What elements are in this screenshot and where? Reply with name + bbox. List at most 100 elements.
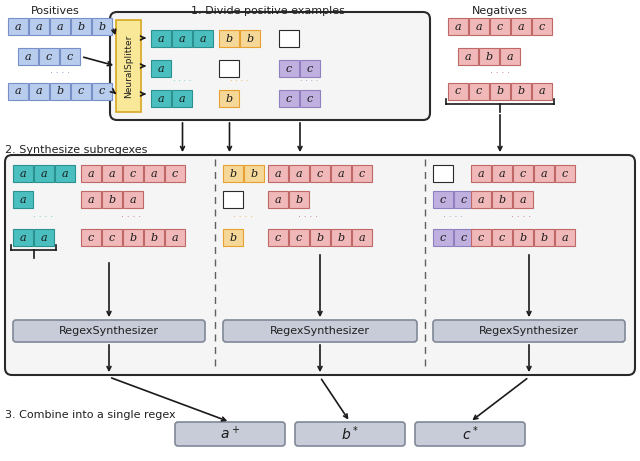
FancyBboxPatch shape [352, 229, 372, 246]
Text: b: b [485, 52, 493, 61]
FancyBboxPatch shape [289, 165, 309, 182]
Text: a: a [88, 195, 94, 205]
Text: a: a [57, 22, 63, 31]
Text: c: c [497, 22, 503, 31]
FancyBboxPatch shape [555, 165, 575, 182]
FancyBboxPatch shape [279, 60, 299, 77]
FancyBboxPatch shape [110, 12, 430, 120]
Text: c: c [461, 232, 467, 242]
FancyBboxPatch shape [8, 18, 28, 35]
FancyBboxPatch shape [310, 229, 330, 246]
Text: b: b [229, 232, 237, 242]
FancyBboxPatch shape [50, 83, 70, 100]
Text: b: b [246, 34, 253, 43]
Text: $c^*$: $c^*$ [461, 425, 478, 443]
Text: a: a [150, 169, 157, 178]
Text: a: a [15, 22, 21, 31]
FancyBboxPatch shape [13, 165, 33, 182]
FancyBboxPatch shape [13, 191, 33, 208]
FancyBboxPatch shape [71, 83, 91, 100]
FancyBboxPatch shape [310, 165, 330, 182]
FancyBboxPatch shape [34, 229, 54, 246]
FancyBboxPatch shape [492, 229, 512, 246]
FancyBboxPatch shape [511, 18, 531, 35]
FancyBboxPatch shape [223, 165, 243, 182]
FancyBboxPatch shape [151, 60, 171, 77]
Text: a: a [518, 22, 524, 31]
Text: a: a [358, 232, 365, 242]
Text: a: a [562, 232, 568, 242]
FancyBboxPatch shape [433, 320, 625, 342]
Text: c: c [67, 52, 73, 61]
FancyBboxPatch shape [279, 30, 299, 47]
FancyBboxPatch shape [18, 48, 38, 65]
Text: a: a [36, 22, 42, 31]
FancyBboxPatch shape [223, 229, 243, 246]
FancyBboxPatch shape [92, 18, 112, 35]
Text: a: a [507, 52, 513, 61]
FancyBboxPatch shape [511, 83, 531, 100]
Text: a: a [179, 94, 186, 104]
Text: c: c [78, 87, 84, 96]
Text: a: a [157, 34, 164, 43]
Text: c: c [88, 232, 94, 242]
FancyBboxPatch shape [513, 165, 533, 182]
Text: · · · ·: · · · · [298, 213, 318, 221]
Text: a: a [454, 22, 461, 31]
Text: b: b [520, 232, 527, 242]
Text: c: c [286, 64, 292, 73]
Text: a: a [15, 87, 21, 96]
FancyBboxPatch shape [13, 229, 33, 246]
Text: c: c [109, 232, 115, 242]
FancyBboxPatch shape [50, 18, 70, 35]
Text: a: a [539, 87, 545, 96]
Text: 1. Divide positive examples: 1. Divide positive examples [191, 6, 345, 16]
Text: a: a [20, 195, 26, 205]
Text: a: a [477, 169, 484, 178]
FancyBboxPatch shape [172, 30, 192, 47]
FancyBboxPatch shape [102, 165, 122, 182]
FancyBboxPatch shape [490, 18, 510, 35]
FancyBboxPatch shape [172, 90, 192, 107]
Text: b: b [296, 195, 303, 205]
Text: a: a [157, 64, 164, 73]
FancyBboxPatch shape [223, 320, 417, 342]
FancyBboxPatch shape [289, 229, 309, 246]
FancyBboxPatch shape [144, 165, 164, 182]
FancyBboxPatch shape [331, 165, 351, 182]
Text: b: b [497, 87, 504, 96]
FancyBboxPatch shape [102, 191, 122, 208]
Text: b: b [499, 195, 506, 205]
FancyBboxPatch shape [39, 48, 59, 65]
FancyBboxPatch shape [471, 165, 491, 182]
Text: c: c [296, 232, 302, 242]
FancyBboxPatch shape [448, 18, 468, 35]
FancyBboxPatch shape [219, 60, 239, 77]
FancyBboxPatch shape [60, 48, 80, 65]
Text: · · · ·: · · · · [33, 213, 53, 221]
Text: b: b [99, 22, 106, 31]
FancyBboxPatch shape [55, 165, 75, 182]
FancyBboxPatch shape [81, 191, 101, 208]
Text: a: a [88, 169, 94, 178]
Text: c: c [307, 64, 313, 73]
FancyBboxPatch shape [513, 191, 533, 208]
FancyBboxPatch shape [92, 83, 112, 100]
Text: a: a [172, 232, 179, 242]
Text: c: c [478, 232, 484, 242]
FancyBboxPatch shape [268, 191, 288, 208]
Text: a: a [41, 232, 47, 242]
Text: c: c [520, 169, 526, 178]
FancyBboxPatch shape [151, 90, 171, 107]
Text: a: a [25, 52, 31, 61]
Text: c: c [130, 169, 136, 178]
FancyBboxPatch shape [471, 229, 491, 246]
Text: 2. Synthesize subregexes: 2. Synthesize subregexes [5, 145, 147, 155]
Text: b: b [77, 22, 84, 31]
Text: a: a [520, 195, 526, 205]
FancyBboxPatch shape [71, 18, 91, 35]
FancyBboxPatch shape [454, 229, 474, 246]
FancyBboxPatch shape [458, 48, 478, 65]
Text: · · · ·: · · · · [121, 213, 141, 221]
Text: a: a [541, 169, 547, 178]
